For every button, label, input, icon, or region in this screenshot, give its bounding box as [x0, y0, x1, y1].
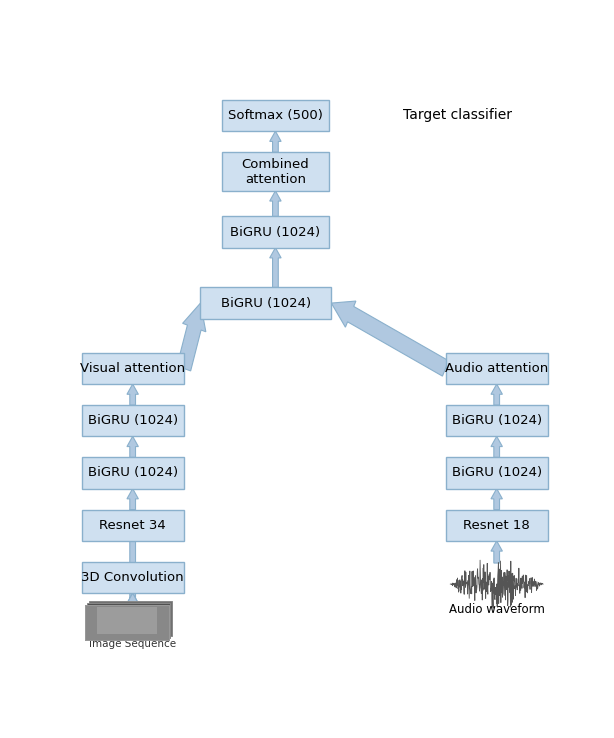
Polygon shape	[127, 384, 138, 405]
Text: Resnet 34: Resnet 34	[99, 519, 166, 532]
FancyBboxPatch shape	[82, 458, 184, 489]
Polygon shape	[332, 301, 449, 376]
Polygon shape	[270, 131, 281, 152]
FancyBboxPatch shape	[446, 458, 548, 489]
Text: Audio attention: Audio attention	[445, 362, 548, 375]
Text: BiGRU (1024): BiGRU (1024)	[452, 414, 542, 427]
Text: Softmax (500): Softmax (500)	[228, 109, 323, 122]
Text: BiGRU (1024): BiGRU (1024)	[88, 466, 177, 480]
Text: Target classifier: Target classifier	[403, 108, 511, 123]
Text: BiGRU (1024): BiGRU (1024)	[88, 414, 177, 427]
FancyBboxPatch shape	[82, 405, 184, 436]
FancyBboxPatch shape	[89, 601, 173, 636]
FancyBboxPatch shape	[222, 216, 329, 248]
Text: Image Sequence: Image Sequence	[89, 639, 176, 649]
FancyBboxPatch shape	[200, 287, 332, 319]
Polygon shape	[127, 510, 138, 604]
FancyBboxPatch shape	[82, 562, 184, 593]
FancyBboxPatch shape	[222, 100, 329, 131]
Text: BiGRU (1024): BiGRU (1024)	[221, 297, 311, 309]
Polygon shape	[127, 436, 138, 458]
Text: 3D Convolution: 3D Convolution	[81, 571, 184, 584]
Text: Visual attention: Visual attention	[80, 362, 185, 375]
Polygon shape	[177, 303, 206, 371]
Text: BiGRU (1024): BiGRU (1024)	[452, 466, 542, 480]
FancyBboxPatch shape	[446, 510, 548, 541]
FancyBboxPatch shape	[222, 152, 329, 191]
Polygon shape	[491, 541, 502, 563]
Polygon shape	[270, 248, 281, 287]
Text: Audio waveform: Audio waveform	[449, 603, 545, 616]
Polygon shape	[491, 489, 502, 510]
FancyBboxPatch shape	[446, 405, 548, 436]
FancyBboxPatch shape	[97, 607, 157, 634]
Polygon shape	[491, 436, 502, 458]
FancyBboxPatch shape	[82, 510, 184, 541]
Polygon shape	[127, 593, 138, 610]
FancyBboxPatch shape	[85, 604, 169, 640]
Text: Combined
attention: Combined attention	[241, 157, 309, 185]
FancyBboxPatch shape	[446, 353, 548, 384]
FancyBboxPatch shape	[82, 353, 184, 384]
Polygon shape	[270, 191, 281, 216]
FancyBboxPatch shape	[85, 604, 169, 640]
Polygon shape	[491, 384, 502, 405]
Text: BiGRU (1024): BiGRU (1024)	[230, 226, 321, 238]
Polygon shape	[127, 489, 138, 510]
Text: Resnet 18: Resnet 18	[464, 519, 530, 532]
FancyBboxPatch shape	[87, 603, 171, 638]
